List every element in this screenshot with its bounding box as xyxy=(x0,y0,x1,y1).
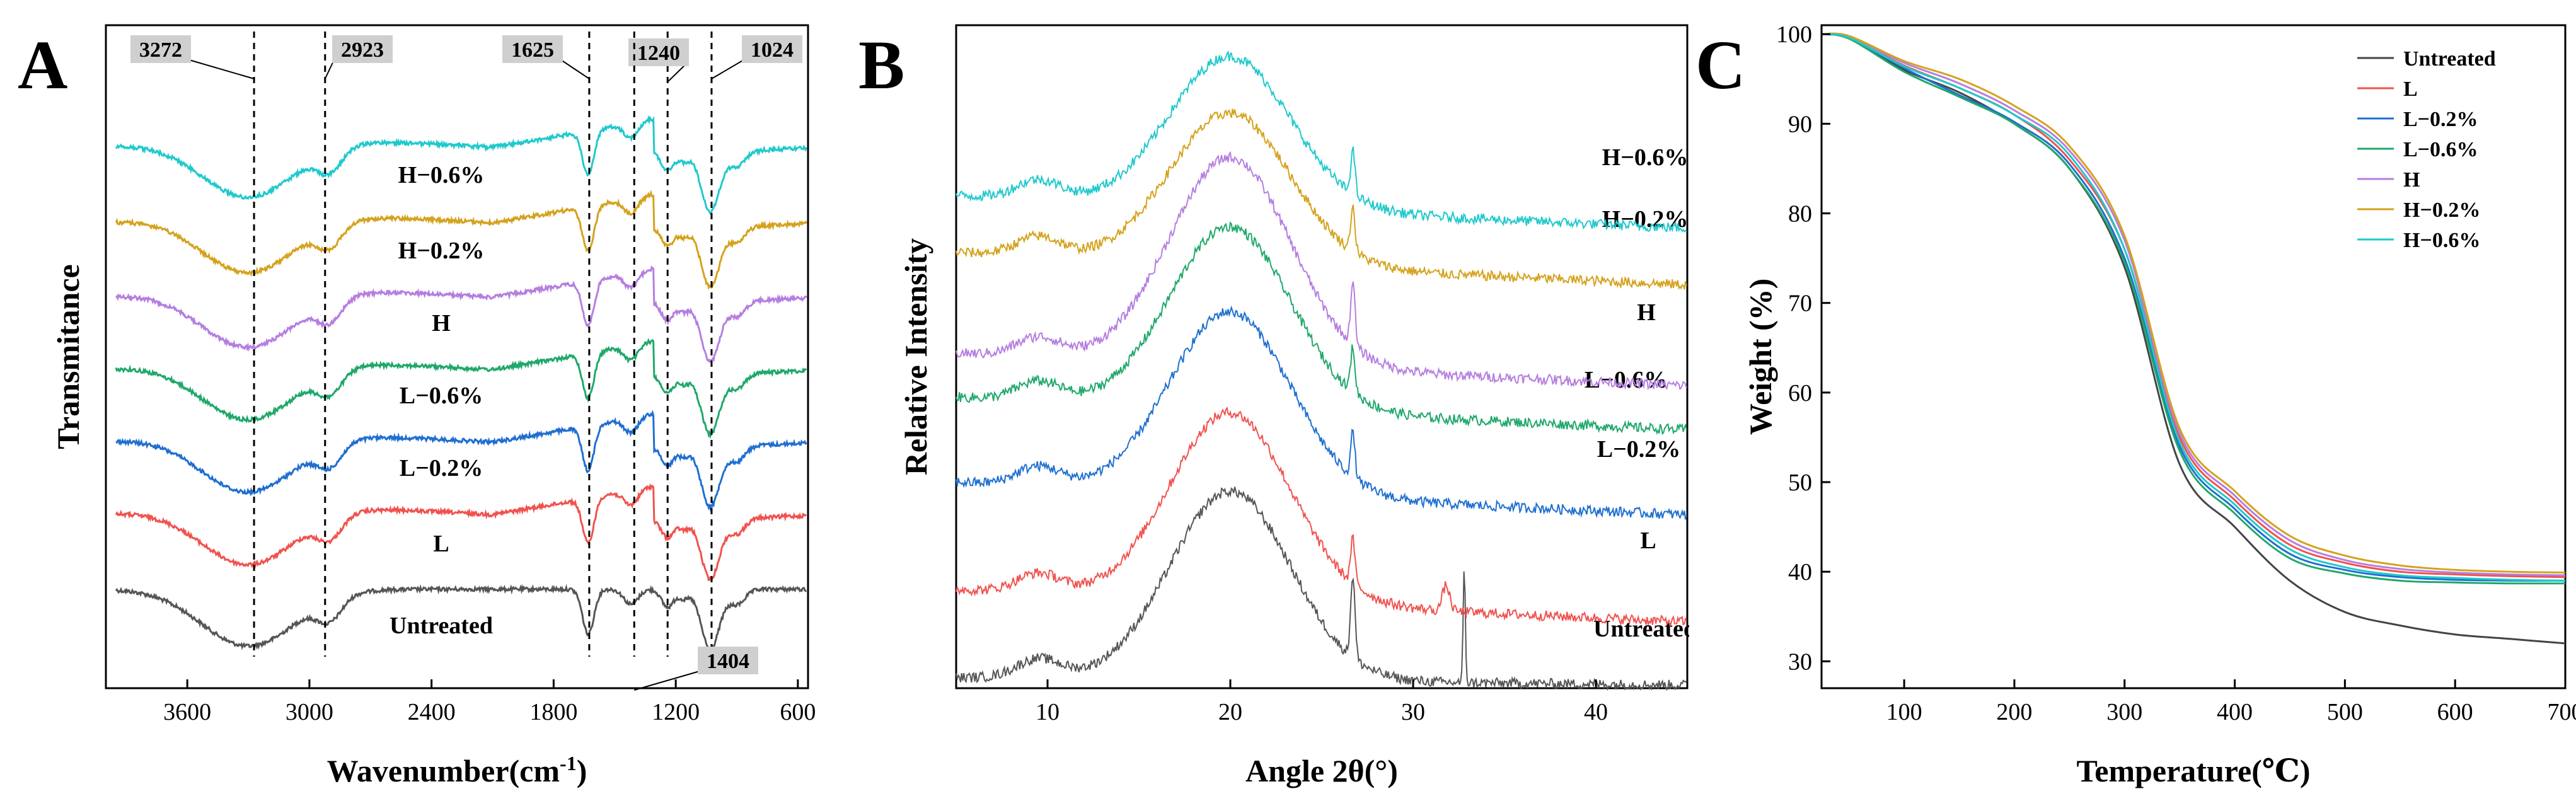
y-tick-label: 90 xyxy=(1788,111,1812,137)
x-tick-label: 1800 xyxy=(529,699,577,725)
panel-c-tga: C 100 200 300 400 500 600 700 30 40 50 60 70 80 90 100… xyxy=(1695,0,2576,801)
ftir-series-line xyxy=(115,115,807,215)
x-tick-label: 400 xyxy=(2217,699,2253,725)
y-tick-label: 60 xyxy=(1788,380,1812,406)
peak-label-box xyxy=(698,647,758,674)
legend-label: H−0.6% xyxy=(2403,229,2480,252)
series-label: Untreated xyxy=(390,613,493,639)
x-tick-label: 700 xyxy=(2548,699,2576,725)
series-label: Untreated xyxy=(1593,616,1689,642)
panel-letter-b: B xyxy=(858,26,904,103)
x-tick-label: 600 xyxy=(2437,699,2473,725)
xrd-series-line xyxy=(956,108,1687,290)
panel-a-ftir: A Untreated L L−0.2% L−0.6% H H−0.2% H−0.6% 32… xyxy=(0,0,832,801)
y-tick-label: 50 xyxy=(1788,470,1812,496)
series-label: H−0.6% xyxy=(398,162,485,188)
x-tick-label: 3000 xyxy=(286,699,333,725)
peak-pointer xyxy=(560,59,590,79)
peak-label-box xyxy=(130,35,191,63)
x-axis-label: Temperature(℃) xyxy=(2077,753,2311,788)
y-tick-label: 80 xyxy=(1788,201,1812,228)
ftir-series-line xyxy=(115,584,807,652)
x-axis-label: Wavenumber(cm-1) xyxy=(327,752,587,788)
xrd-series-line xyxy=(956,305,1687,520)
peak-label-box xyxy=(332,35,393,63)
y-tick-label: 70 xyxy=(1788,291,1812,317)
panel-letter-c: C xyxy=(1695,26,1745,103)
peak-label-box xyxy=(502,35,563,63)
xrd-series-line xyxy=(956,487,1687,691)
ftir-series-line xyxy=(115,338,807,439)
x-tick-label: 3600 xyxy=(163,699,211,725)
series-label: L−0.2% xyxy=(400,455,483,481)
y-axis-label: Relative Intensity xyxy=(898,238,933,475)
peak-label: 1240 xyxy=(637,42,680,65)
x-tick-label: 2400 xyxy=(408,699,456,725)
x-tick-label: 100 xyxy=(1886,699,1922,725)
series-label: H−0.2% xyxy=(398,238,485,264)
ftir-series-line xyxy=(115,265,807,364)
tga-series-line xyxy=(1821,33,2566,582)
xrd-series-line xyxy=(956,406,1687,626)
legend-label: L xyxy=(2403,78,2418,101)
y-tick-label: 30 xyxy=(1788,648,1812,675)
x-axis-label: Angle 2θ(°) xyxy=(1245,753,1398,788)
legend-label: H−0.2% xyxy=(2403,199,2480,222)
x-tick-label: 20 xyxy=(1218,699,1242,725)
plot-frame xyxy=(955,24,1689,689)
x-tick-label: 30 xyxy=(1401,699,1425,725)
ftir-chart: A Untreated L L−0.2% L−0.6% H H−0.2% H−0.6% 32… xyxy=(18,24,816,788)
tga-chart: C 100 200 300 400 500 600 700 30 40 50 60 70 80 90 100… xyxy=(1695,21,2576,788)
y-tick-label: 100 xyxy=(1776,21,1812,48)
series-label: H−0.6% xyxy=(1602,144,1689,171)
peak-label: 1625 xyxy=(511,38,554,62)
x-tick-label: 500 xyxy=(2327,699,2363,725)
series-label: L xyxy=(1640,527,1656,554)
tga-series-line xyxy=(1821,33,2566,577)
peak-pointer xyxy=(633,671,700,691)
ftir-series-line xyxy=(115,483,807,582)
peak-label: 2923 xyxy=(341,38,384,62)
legend-label: H xyxy=(2403,168,2420,192)
peak-pointer xyxy=(188,59,255,79)
xrd-series-line xyxy=(956,151,1687,391)
x-tick-label: 40 xyxy=(1584,699,1608,725)
tga-series-line xyxy=(1821,33,2566,582)
series-label: L−0.6% xyxy=(400,383,483,409)
x-tick-label: 1200 xyxy=(652,699,700,725)
x-tick-label: 200 xyxy=(1996,699,2032,725)
peak-label: 3272 xyxy=(139,38,182,62)
peak-pointer xyxy=(711,59,744,79)
y-axis-label: Transmitance xyxy=(50,264,86,449)
peak-label-box xyxy=(628,38,689,66)
panel-letter-a: A xyxy=(18,26,67,103)
x-tick-label: 10 xyxy=(1036,699,1060,725)
y-axis-label: Weight (%) xyxy=(1743,279,1778,435)
series-label: L xyxy=(433,531,449,557)
legend-label: L−0.6% xyxy=(2403,138,2478,161)
panel-b-xrd: B Untreated L L−0.2% L−0.6% H H−0.2% H−0.6% 10… xyxy=(857,0,1689,801)
legend-label: L−0.2% xyxy=(2403,108,2478,131)
ftir-series-line xyxy=(115,410,807,512)
xrd-series-line xyxy=(956,50,1687,233)
xrd-series-line xyxy=(956,221,1687,435)
tga-series-line xyxy=(1821,32,2566,574)
peak-label: 1404 xyxy=(707,650,749,673)
tga-series-line xyxy=(1821,33,2566,645)
plot-frame xyxy=(105,24,809,689)
legend-label: Untreated xyxy=(2403,47,2496,71)
y-tick-label: 40 xyxy=(1788,559,1812,585)
peak-label: 1024 xyxy=(751,38,794,62)
series-label: H xyxy=(1637,299,1656,326)
ftir-series-line xyxy=(115,190,807,291)
series-label: L−0.2% xyxy=(1597,436,1681,463)
series-label: H xyxy=(432,310,451,337)
x-tick-label: 600 xyxy=(780,699,816,725)
peak-label-box xyxy=(742,35,802,63)
plot-frame xyxy=(1820,24,2567,689)
tga-series-line xyxy=(1821,33,2566,585)
x-tick-label: 300 xyxy=(2106,699,2142,725)
